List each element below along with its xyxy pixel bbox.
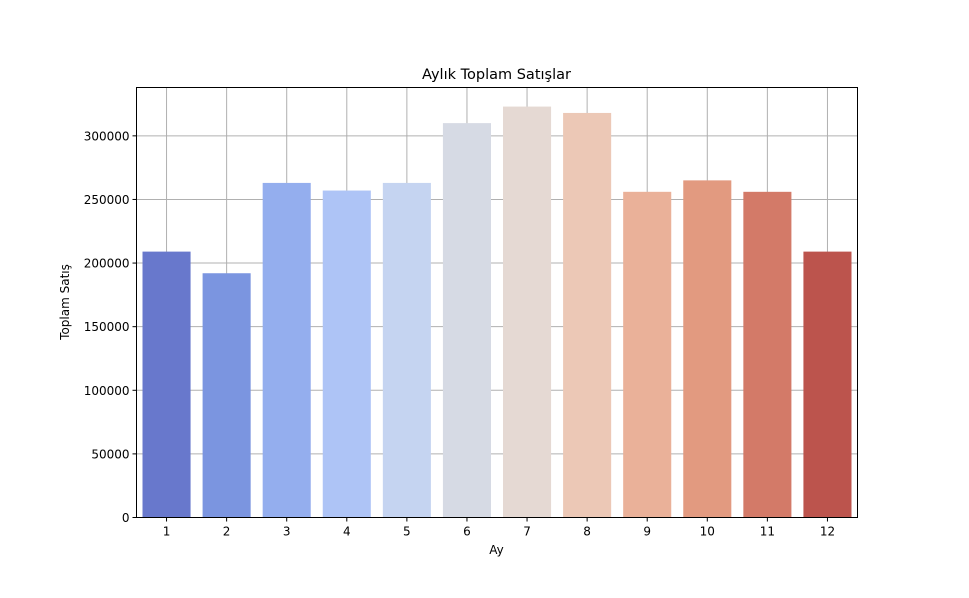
x-axis-label: Ay (489, 543, 504, 557)
x-tick-label: 2 (223, 525, 231, 539)
bar-9 (623, 191, 672, 518)
bar-6 (442, 123, 491, 518)
x-tick-label: 12 (820, 525, 835, 539)
x-axis-ticks: 1 2 3 4 5 6 7 8 9 10 11 12 (163, 517, 835, 539)
bar-8 (563, 112, 612, 518)
bar-4 (322, 190, 371, 518)
y-tick-label: 250000 (84, 193, 130, 207)
x-tick-label: 6 (463, 525, 471, 539)
x-tick-label: 9 (643, 525, 651, 539)
bar-11 (743, 191, 792, 518)
x-tick-label: 4 (343, 525, 351, 539)
y-tick-label: 200000 (84, 257, 130, 271)
y-tick-label: 300000 (84, 129, 130, 143)
bar-12 (803, 251, 852, 518)
y-tick-label: 0 (122, 511, 130, 525)
x-tick-label: 5 (403, 525, 411, 539)
x-tick-label: 3 (283, 525, 291, 539)
bar-10 (683, 180, 732, 518)
bar-7 (503, 106, 552, 518)
bar-2 (202, 273, 251, 518)
y-tick-label: 50000 (91, 447, 129, 461)
bars (142, 106, 852, 518)
bar-5 (382, 182, 431, 518)
x-tick-label: 10 (700, 525, 715, 539)
x-tick-label: 7 (523, 525, 531, 539)
bar-1 (142, 251, 191, 518)
x-tick-label: 8 (583, 525, 591, 539)
y-tick-label: 100000 (84, 384, 130, 398)
x-tick-label: 11 (760, 525, 775, 539)
y-tick-label: 150000 (84, 320, 130, 334)
x-tick-label: 1 (163, 525, 171, 539)
chart-title: Aylık Toplam Satışlar (422, 67, 571, 83)
plot-frame (136, 87, 858, 518)
bar-3 (262, 182, 311, 518)
y-axis-ticks: 0 50000 100000 150000 200000 250000 300000 (84, 129, 137, 525)
y-axis-label: Toplam Satış (58, 264, 72, 341)
